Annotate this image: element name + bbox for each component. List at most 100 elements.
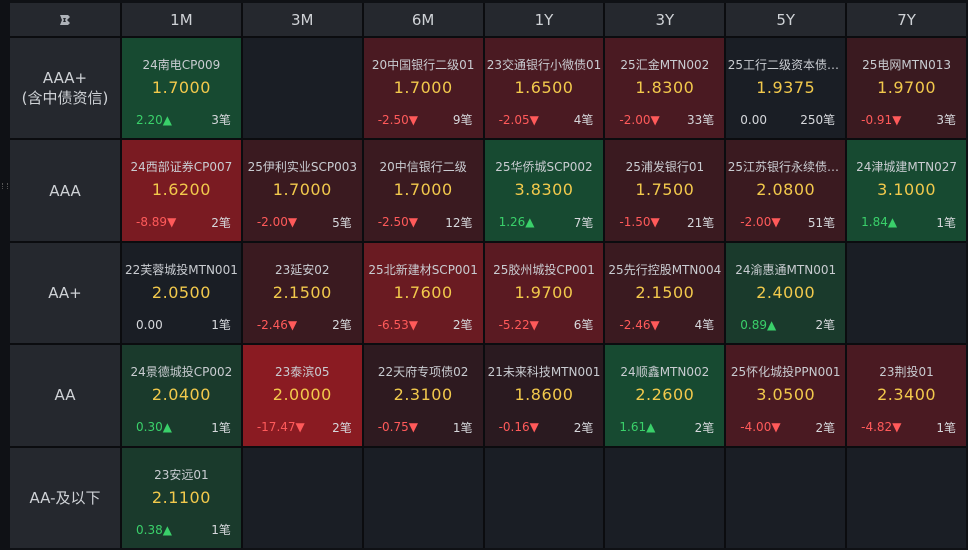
yield-change: -4.82▼ bbox=[861, 420, 901, 434]
row-header-rating: AA bbox=[54, 386, 76, 405]
column-header-3y[interactable]: 3Y bbox=[605, 3, 725, 36]
column-header-1y[interactable]: 1Y bbox=[484, 3, 604, 36]
column-header-6m[interactable]: 6M bbox=[363, 3, 483, 36]
bond-cell[interactable]: 23泰滨05 2.0000 -17.47▼ 2笔 bbox=[242, 345, 362, 446]
drag-handle-icon[interactable] bbox=[2, 183, 8, 189]
bond-name: 25北新建材SCP001 bbox=[368, 262, 478, 277]
row-header: AAA+ (含中债资信) bbox=[10, 38, 120, 139]
empty-cell bbox=[726, 447, 846, 548]
bond-yield: 1.7600 bbox=[393, 282, 453, 302]
bond-yield: 2.0500 bbox=[151, 282, 211, 302]
trade-count: 2笔 bbox=[694, 420, 715, 435]
bond-cell[interactable]: 24南电CP009 1.7000 2.20▲ 3笔 bbox=[122, 38, 241, 139]
bond-yield: 2.2600 bbox=[635, 385, 695, 405]
bond-name: 23延安02 bbox=[275, 262, 330, 277]
yield-change-value: 1.84 bbox=[861, 215, 888, 230]
bond-cell[interactable]: 25华侨城SCP002 3.8300 1.26▲ 7笔 bbox=[484, 140, 604, 241]
yield-change: 0.38▲ bbox=[136, 523, 172, 537]
arrow-up-icon: ▲ bbox=[162, 522, 172, 537]
yield-change-value: -0.75 bbox=[377, 420, 409, 435]
bond-yield: 1.7000 bbox=[272, 180, 332, 200]
bond-cell[interactable]: 25江苏银行永续债0... 2.0800 -2.00▼ 51笔 bbox=[726, 140, 846, 241]
bond-meta: -0.75▼ 1笔 bbox=[378, 419, 473, 436]
arrow-down-icon: ▼ bbox=[771, 420, 781, 435]
column-header-1m[interactable]: 1M bbox=[122, 3, 241, 36]
bond-name: 25伊利实业SCP003 bbox=[247, 160, 357, 175]
trade-count: 3笔 bbox=[936, 113, 956, 128]
bond-cell[interactable]: 22芙蓉城投MTN001 2.0500 0.00 1笔 bbox=[122, 242, 241, 344]
arrow-down-icon: ▼ bbox=[650, 317, 660, 332]
arrow-down-icon: ▼ bbox=[529, 112, 539, 127]
bond-cell[interactable]: 25胶州城投CP001 1.9700 -5.22▼ 6笔 bbox=[484, 242, 604, 344]
arrow-down-icon: ▼ bbox=[167, 215, 177, 230]
bond-meta: -1.50▼ 21笔 bbox=[619, 214, 714, 231]
bond-cell[interactable]: 25北新建材SCP001 1.7600 -6.53▼ 2笔 bbox=[363, 242, 483, 344]
bond-cell[interactable]: 23延安02 2.1500 -2.46▼ 2笔 bbox=[242, 242, 362, 344]
trade-count: 7笔 bbox=[573, 215, 594, 230]
arrow-up-icon: ▲ bbox=[525, 215, 535, 230]
bond-name: 25华侨城SCP002 bbox=[495, 160, 593, 175]
trade-count: 1笔 bbox=[936, 215, 956, 230]
bond-cell[interactable]: 24津城建MTN027 3.1000 1.84▲ 1笔 bbox=[847, 140, 966, 241]
bond-cell[interactable]: 24景德城投CP002 2.0400 0.30▲ 1笔 bbox=[122, 345, 241, 446]
empty-cell bbox=[484, 447, 604, 548]
yield-change-value: 0.00 bbox=[740, 112, 767, 127]
bond-name: 24津城建MTN027 bbox=[856, 160, 957, 175]
bond-cell[interactable]: 23荆投01 2.3400 -4.82▼ 1笔 bbox=[847, 345, 966, 446]
bond-yield: 1.9700 bbox=[877, 78, 937, 97]
bond-cell[interactable]: 25浦发银行01 1.7500 -1.50▼ 21笔 bbox=[605, 140, 725, 241]
bond-cell[interactable]: 24西部证券CP007 1.6200 -8.89▼ 2笔 bbox=[122, 140, 241, 241]
trade-count: 2笔 bbox=[573, 420, 594, 435]
yield-change: -2.46▼ bbox=[257, 318, 297, 332]
bond-name: 22芙蓉城投MTN001 bbox=[125, 262, 238, 277]
yield-change: -0.75▼ bbox=[378, 420, 418, 434]
yield-change-value: -6.53 bbox=[377, 317, 409, 332]
yield-change: -1.50▼ bbox=[619, 215, 659, 229]
bond-cell[interactable]: 25先行控股MTN004 2.1500 -2.46▼ 4笔 bbox=[605, 242, 725, 344]
bond-meta: -17.47▼ 2笔 bbox=[257, 419, 352, 436]
bond-yield: 2.0400 bbox=[151, 385, 211, 405]
empty-cell bbox=[242, 38, 362, 139]
bond-cell[interactable]: 20中信银行二级 1.7000 -2.50▼ 12笔 bbox=[363, 140, 483, 241]
yield-change: 0.00 bbox=[740, 113, 767, 127]
bond-yield: 1.7000 bbox=[393, 180, 453, 200]
bond-yield: 2.0000 bbox=[272, 385, 332, 405]
bond-cell[interactable]: 25伊利实业SCP003 1.7000 -2.00▼ 5笔 bbox=[242, 140, 362, 241]
column-header-3m[interactable]: 3M bbox=[242, 3, 362, 36]
arrow-up-icon: ▲ bbox=[646, 420, 656, 435]
trade-count: 4笔 bbox=[694, 318, 715, 333]
yield-change: -0.91▼ bbox=[861, 113, 901, 127]
yield-change: -2.00▼ bbox=[740, 215, 780, 229]
arrow-up-icon: ▲ bbox=[162, 420, 172, 435]
bond-cell[interactable]: 24渝惠通MTN001 2.4000 0.89▲ 2笔 bbox=[726, 242, 846, 344]
bond-cell[interactable]: 23交通银行小微债01 1.6500 -2.05▼ 4笔 bbox=[484, 38, 604, 139]
bond-cell[interactable]: 25怀化城投PPN001 3.0500 -4.00▼ 2笔 bbox=[726, 345, 846, 446]
bond-yield: 1.8300 bbox=[635, 78, 695, 97]
bond-cell[interactable]: 23安远01 2.1100 0.38▲ 1笔 bbox=[122, 447, 241, 548]
arrow-down-icon: ▼ bbox=[287, 215, 298, 230]
arrow-down-icon: ▼ bbox=[408, 215, 418, 230]
bond-yield: 1.9700 bbox=[514, 282, 574, 302]
bond-cell[interactable]: 21未来科技MTN001 1.8600 -0.16▼ 2笔 bbox=[484, 345, 604, 446]
yield-change: -2.00▼ bbox=[257, 215, 297, 229]
bond-cell[interactable]: 25工行二级资本债0... 1.9375 0.00 250笔 bbox=[726, 38, 846, 139]
arrow-down-icon: ▼ bbox=[892, 112, 902, 127]
yield-change-value: 0.38 bbox=[136, 522, 163, 537]
bond-cell[interactable]: 20中国银行二级01 1.7000 -2.50▼ 9笔 bbox=[363, 38, 483, 139]
bond-cell[interactable]: 25汇金MTN002 1.8300 -2.00▼ 33笔 bbox=[605, 38, 725, 139]
yield-change: -2.50▼ bbox=[378, 113, 418, 127]
bond-meta: -2.46▼ 4笔 bbox=[619, 316, 714, 333]
bond-yield: 1.7000 bbox=[393, 78, 453, 97]
bond-cell[interactable]: 25电网MTN013 1.9700 -0.91▼ 3笔 bbox=[847, 38, 966, 139]
yield-change-value: -8.89 bbox=[136, 215, 168, 230]
bond-cell[interactable]: 22天府专项债02 2.3100 -0.75▼ 1笔 bbox=[363, 345, 483, 446]
bond-meta: -0.91▼ 3笔 bbox=[861, 111, 956, 128]
column-header-7y[interactable]: 7Y bbox=[847, 3, 966, 36]
yield-change-value: -2.50 bbox=[377, 215, 409, 230]
bond-cell[interactable]: 24顺鑫MTN002 2.2600 1.61▲ 2笔 bbox=[605, 345, 725, 446]
bond-name: 23交通银行小微债01 bbox=[486, 58, 602, 72]
bond-meta: -2.50▼ 9笔 bbox=[378, 111, 473, 128]
column-header-5y[interactable]: 5Y bbox=[726, 3, 846, 36]
bond-name: 23安远01 bbox=[154, 467, 209, 482]
trade-count: 1笔 bbox=[211, 420, 231, 435]
